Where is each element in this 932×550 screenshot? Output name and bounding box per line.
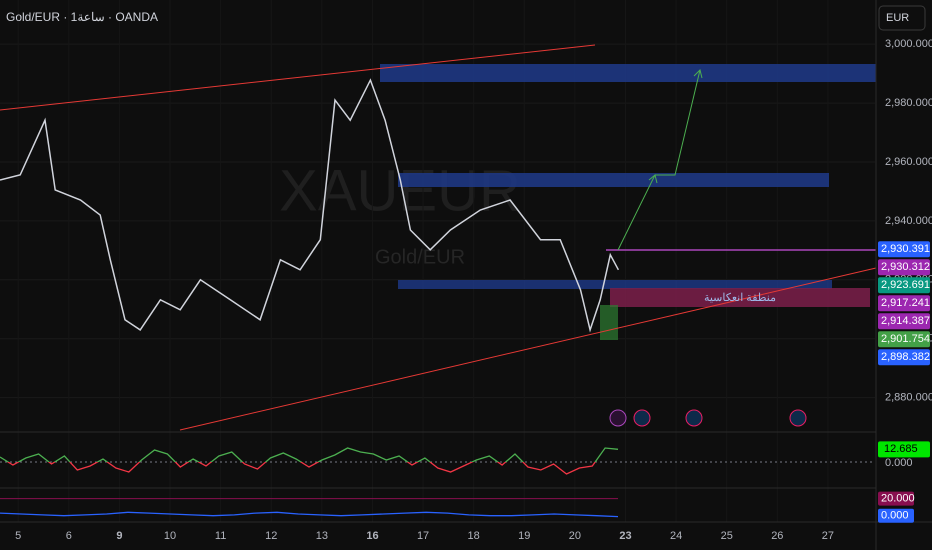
x-tick-label: 20 (569, 530, 581, 542)
chart-title: Gold/EUR · 1ساعة · OANDA (6, 10, 158, 24)
current-value-label: 12.685 (884, 443, 918, 455)
y-tick-label: 2,980.000 (885, 97, 932, 109)
adx-tick-label: 20.000 (881, 492, 915, 504)
x-tick-label: 25 (721, 530, 733, 542)
watermark-subtitle: Gold/EUR (375, 246, 465, 268)
price-label-box (878, 331, 930, 348)
x-tick-label: 10 (164, 530, 176, 542)
watermark: XAUEUR (279, 158, 521, 223)
x-tick-label: 11 (215, 530, 226, 542)
oscillator-line-down (6, 462, 596, 475)
x-tick-label: 26 (771, 530, 783, 542)
osc-tick-label: 0.000 (885, 457, 913, 469)
price-label: 2,930.391 (881, 243, 930, 255)
x-tick-label: 27 (822, 530, 834, 542)
zone (600, 305, 618, 340)
arrow-head (693, 69, 703, 79)
price-label: 2,898.382 (881, 351, 930, 363)
arrow-head (648, 174, 658, 184)
event-icon[interactable] (789, 409, 807, 427)
price-label-box (878, 295, 930, 312)
y-tick-label: 2,940.000 (885, 215, 932, 227)
zone (380, 64, 876, 82)
zone (398, 173, 829, 187)
projection-arrow (617, 69, 701, 251)
price-label-box (878, 349, 930, 366)
x-tick-label: 5 (15, 530, 21, 542)
price-label: 2,914.387 (881, 315, 930, 327)
currency-label[interactable]: EUR (886, 12, 909, 24)
adx-tick-box (878, 508, 914, 523)
price-label-box (878, 259, 930, 276)
axes: 2,880.0002,900.0002,920.0002,940.0002,96… (15, 38, 932, 542)
price-label-box (878, 277, 930, 294)
x-tick-label: 24 (670, 530, 682, 542)
x-tick-label: 19 (518, 530, 530, 542)
y-tick-label: 3,000.000 (885, 38, 932, 50)
adx-tick-label: 0.000 (881, 510, 909, 522)
price-plot (0, 78, 620, 333)
current-value-box (878, 441, 930, 458)
price-line (0, 78, 620, 333)
price-label: 2,917.241 (881, 297, 930, 309)
trend-line (179, 267, 877, 431)
x-tick-label: 6 (66, 530, 72, 542)
price-label: 2,930.312 (881, 261, 930, 273)
event-icon[interactable] (685, 409, 703, 427)
grid (0, 43, 875, 399)
oscillator-panel (0, 447, 875, 475)
x-tick-label: 13 (316, 530, 328, 542)
price-label: 2,901.754 (881, 333, 930, 345)
trend-line (0, 44, 596, 111)
currency-button[interactable] (878, 5, 926, 31)
x-tick-label: 12 (265, 530, 277, 542)
adx-tick-box (878, 491, 914, 506)
y-tick-label: 2,880.000 (885, 392, 932, 404)
adx-panel (0, 498, 619, 518)
y-tick-label: 2,960.000 (885, 156, 932, 168)
x-tick-label: 17 (417, 530, 429, 542)
price-label-box (878, 313, 930, 330)
event-icon[interactable] (633, 409, 651, 427)
reversal-zone (610, 288, 870, 307)
x-tick-label: 16 (366, 530, 378, 542)
x-tick-label: 18 (468, 530, 480, 542)
zone (398, 280, 832, 289)
x-tick-label: 9 (116, 530, 122, 542)
zone-label: منطقة انعكاسية (704, 292, 776, 304)
price-label-box (878, 241, 930, 258)
x-tick-label: 23 (619, 530, 631, 542)
price-label: 2,923.691 (881, 279, 930, 291)
adx-line (0, 511, 619, 518)
event-icon[interactable] (609, 409, 627, 427)
oscillator-line-up (0, 447, 619, 462)
